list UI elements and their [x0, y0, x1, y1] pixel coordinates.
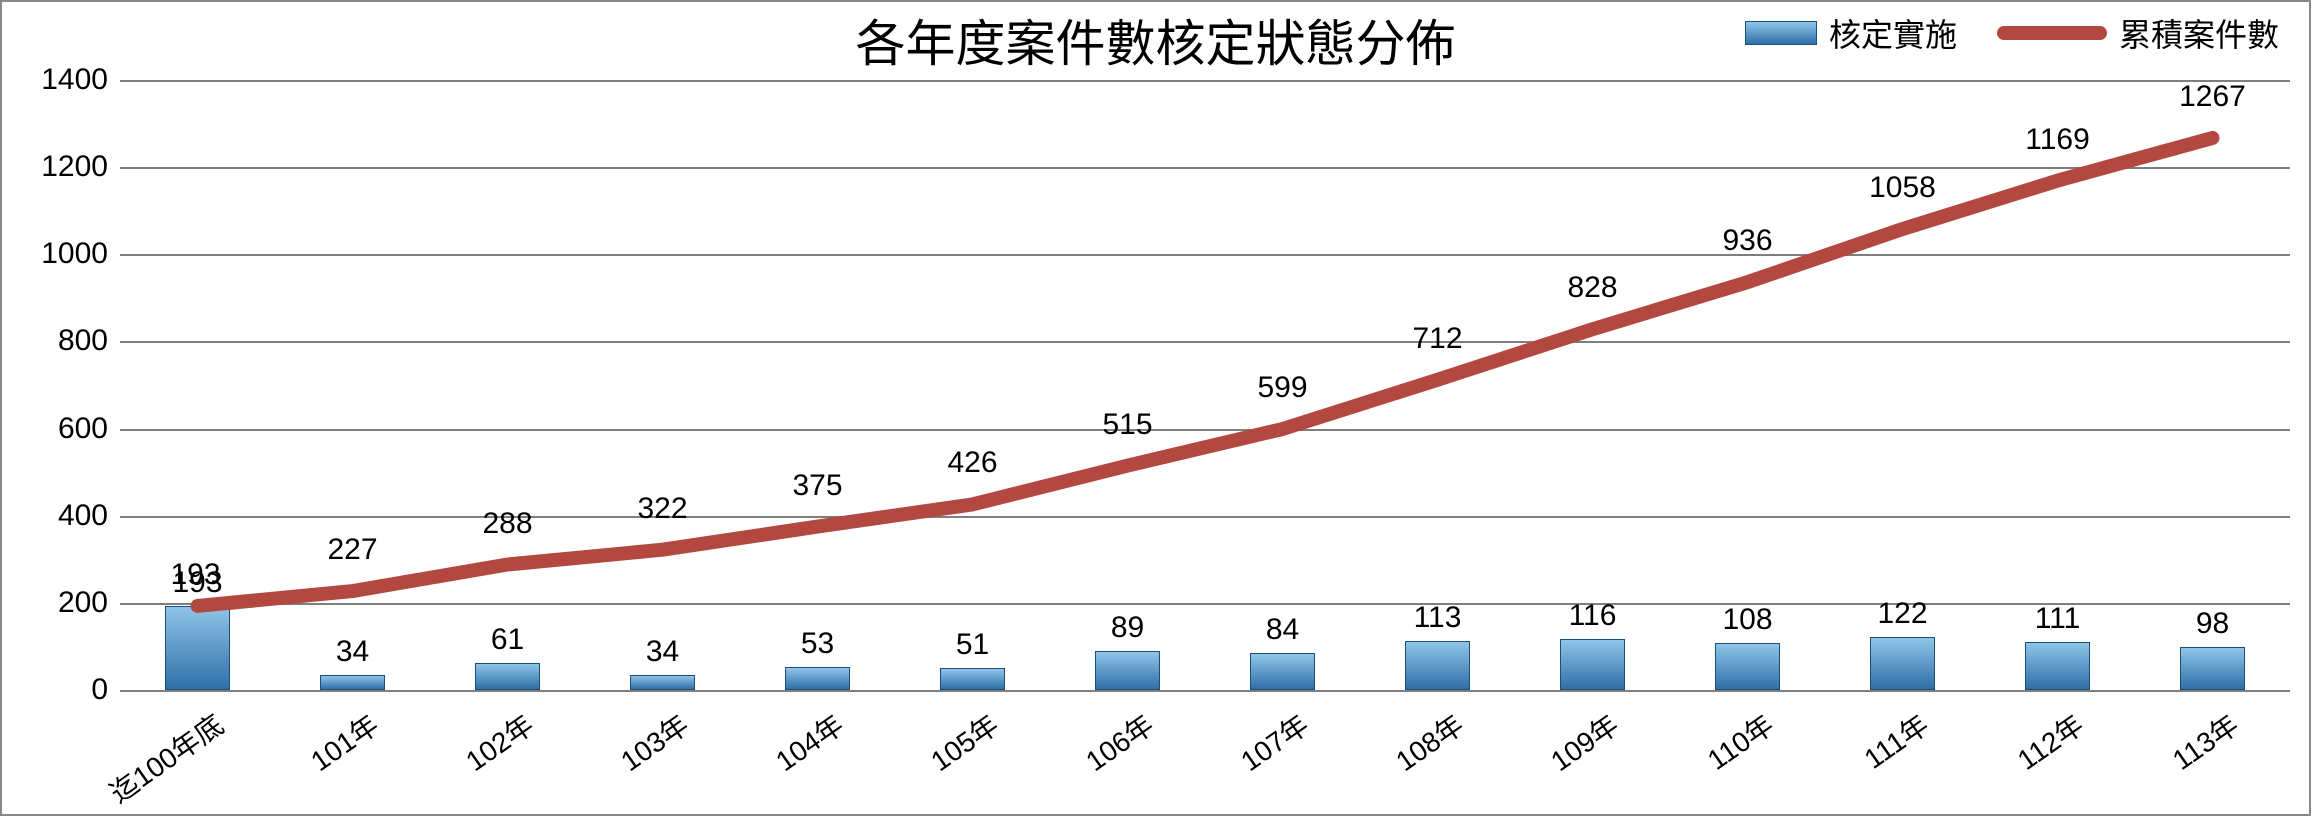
line-value-label: 712	[1412, 322, 1462, 356]
legend-label: 累積案件數	[2119, 10, 2279, 56]
x-axis-tick-label: 110年	[1618, 704, 1780, 834]
legend: 核定實施 累積案件數	[1745, 10, 2279, 56]
y-axis-tick-label: 400	[18, 499, 108, 533]
line-value-label: 288	[482, 507, 532, 541]
x-axis-tick-label: 112年	[1928, 704, 2090, 834]
gridline	[120, 690, 2290, 692]
x-axis-tick-label: 103年	[533, 704, 695, 834]
x-axis-tick-label: 迄100年底	[68, 704, 230, 834]
line-value-label: 1267	[2179, 80, 2246, 114]
y-axis-tick-label: 600	[18, 412, 108, 446]
x-axis-tick-label: 107年	[1153, 704, 1315, 834]
line-series	[120, 80, 2290, 690]
x-axis-tick-label: 102年	[378, 704, 540, 834]
legend-item: 累積案件數	[1997, 10, 2279, 56]
x-axis-tick-label: 106年	[998, 704, 1160, 834]
line-value-label: 322	[637, 492, 687, 526]
line-value-label: 515	[1102, 408, 1152, 442]
x-axis-tick-label: 105年	[843, 704, 1005, 834]
legend-swatch-line-icon	[1997, 26, 2107, 40]
line-value-label: 828	[1567, 271, 1617, 305]
chart-frame: 各年度案件數核定狀態分佈 核定實施累積案件數 02004006008001000…	[0, 0, 2311, 816]
line-value-label: 1169	[2025, 123, 2090, 157]
y-axis-tick-label: 1000	[18, 237, 108, 271]
legend-swatch-bar-icon	[1745, 21, 1817, 45]
y-axis-tick-label: 200	[18, 586, 108, 620]
line-value-label: 599	[1257, 371, 1307, 405]
x-axis-tick-label: 101年	[223, 704, 385, 834]
y-axis-tick-label: 0	[18, 673, 108, 707]
line-value-label: 936	[1722, 224, 1772, 258]
line-value-label: 193	[170, 558, 220, 592]
plot-area: 0200400600800100012001400193346134535189…	[120, 80, 2290, 690]
x-axis-tick-label: 104年	[688, 704, 850, 834]
x-axis-tick-label: 113年	[2083, 704, 2245, 834]
x-axis-tick-label: 108年	[1308, 704, 1470, 834]
legend-label: 核定實施	[1829, 10, 1957, 56]
line-value-label: 227	[327, 533, 377, 567]
line-value-label: 1058	[1869, 171, 1936, 205]
y-axis-tick-label: 800	[18, 324, 108, 358]
legend-item: 核定實施	[1745, 10, 1957, 56]
line-value-label: 375	[792, 469, 842, 503]
line-value-label: 426	[947, 446, 997, 480]
x-axis-tick-label: 109年	[1463, 704, 1625, 834]
x-axis-tick-label: 111年	[1773, 704, 1935, 834]
y-axis-tick-label: 1200	[18, 150, 108, 184]
y-axis-tick-label: 1400	[18, 63, 108, 97]
